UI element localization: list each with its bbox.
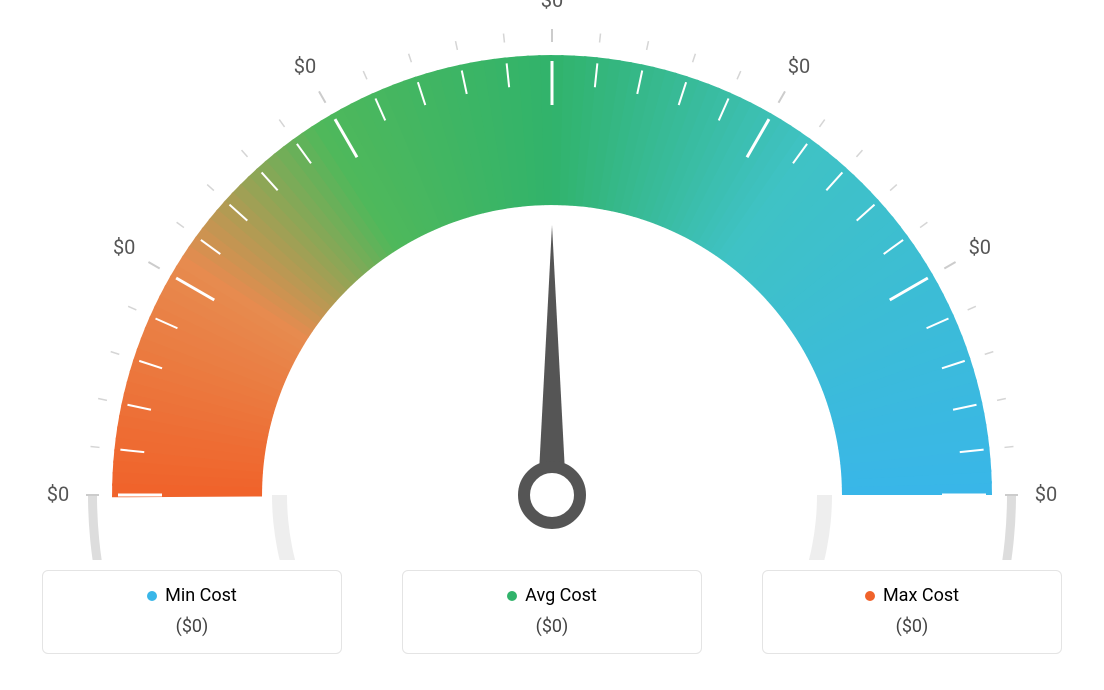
outer-minor-tick [997, 399, 1006, 401]
legend-row: Min Cost ($0) Avg Cost ($0) Max Cost ($0… [0, 570, 1104, 654]
needle-hub-inner [536, 479, 568, 511]
outer-minor-tick [647, 41, 649, 50]
outer-minor-tick [1005, 446, 1014, 447]
outer-minor-tick [98, 399, 107, 401]
outer-minor-tick [363, 71, 367, 79]
outer-minor-tick [279, 120, 284, 127]
gauge-needle [539, 225, 565, 472]
major-tick [779, 91, 786, 102]
tick-label: $0 [113, 235, 135, 259]
legend-label-avg: Avg Cost [525, 585, 597, 606]
tick-label: $0 [788, 54, 810, 78]
legend-card-min: Min Cost ($0) [42, 570, 342, 654]
legend-label-max: Max Cost [883, 585, 959, 606]
outer-minor-tick [242, 150, 248, 157]
outer-minor-tick [856, 150, 862, 157]
outer-minor-tick [409, 54, 412, 63]
legend-value-max: ($0) [763, 616, 1061, 637]
cost-gauge: $0 $0 $0 $0 $0 $0 $0 [0, 0, 1104, 560]
legend-card-max: Max Cost ($0) [762, 570, 1062, 654]
legend-label-min: Min Cost [165, 585, 237, 606]
legend-value-min: ($0) [43, 616, 341, 637]
major-tick [319, 91, 326, 102]
major-tick [944, 262, 955, 269]
outer-minor-tick [456, 41, 458, 50]
tick-label: $0 [1035, 482, 1057, 506]
legend-title-avg: Avg Cost [403, 585, 701, 606]
legend-title-min: Min Cost [43, 585, 341, 606]
outer-minor-tick [985, 352, 994, 355]
outer-minor-tick [600, 34, 601, 43]
outer-minor-tick [91, 446, 100, 447]
outer-minor-tick [737, 71, 741, 79]
tick-label: $0 [541, 0, 563, 12]
tick-label: $0 [969, 235, 991, 259]
outer-minor-tick [693, 54, 696, 63]
outer-minor-tick [111, 352, 120, 355]
outer-minor-tick [207, 185, 214, 191]
outer-minor-tick [968, 306, 976, 310]
major-tick [148, 262, 159, 269]
gauge-svg: $0 $0 $0 $0 $0 $0 $0 [0, 0, 1104, 560]
outer-minor-tick [503, 34, 504, 43]
legend-dot-min [147, 591, 157, 601]
legend-value-avg: ($0) [403, 616, 701, 637]
outer-minor-tick [819, 120, 824, 127]
legend-dot-max [865, 591, 875, 601]
legend-card-avg: Avg Cost ($0) [402, 570, 702, 654]
outer-minor-tick [177, 222, 184, 227]
outer-minor-tick [128, 306, 136, 310]
outer-minor-tick [920, 222, 927, 227]
legend-title-max: Max Cost [763, 585, 1061, 606]
outer-minor-tick [890, 185, 897, 191]
tick-label: $0 [294, 54, 316, 78]
tick-label: $0 [47, 482, 69, 506]
legend-dot-avg [507, 591, 517, 601]
